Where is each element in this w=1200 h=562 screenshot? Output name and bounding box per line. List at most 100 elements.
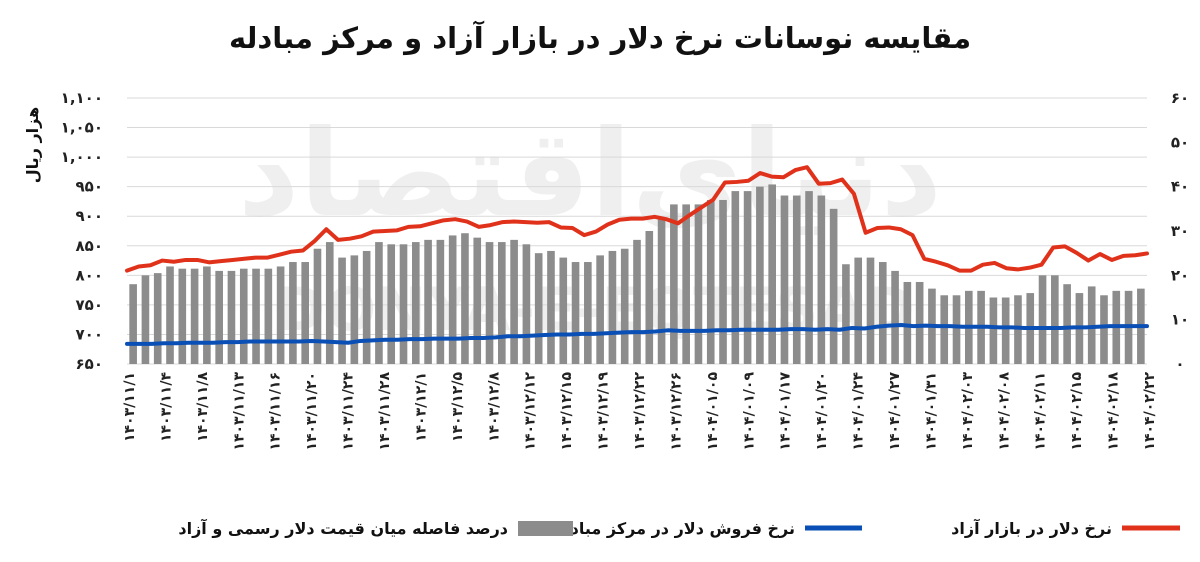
gap-bar bbox=[252, 268, 260, 364]
right-tick-label: ۶۰ bbox=[1171, 89, 1189, 107]
gap-bar bbox=[399, 244, 408, 364]
gap-bar bbox=[1038, 275, 1047, 364]
gap-bar bbox=[448, 235, 457, 364]
gap-bar bbox=[792, 195, 801, 364]
gap-bar bbox=[166, 266, 174, 364]
gap-bar bbox=[1051, 275, 1059, 364]
x-tick-label: ۱۴۰۴/۰۱/۰۵ bbox=[705, 372, 721, 451]
x-axis: ۱۴۰۳/۱۱/۱ ۱۴۰۳/۱۱/۴ ۱۴۰۳/۱۱/۸ ۱۴۰۳/۱۱/۱۳ ۱۴۰… bbox=[122, 372, 1158, 451]
gap-bar bbox=[559, 257, 568, 364]
gap-bar bbox=[657, 217, 666, 364]
x-tick-label: ۱۴۰۳/۱۱/۸ bbox=[195, 372, 211, 442]
x-tick-label: ۱۴۰۳/۱۲/۸ bbox=[486, 372, 502, 442]
chart-title: مقایسه نوسانات نرخ دلار در بازار آزاد و … bbox=[229, 20, 971, 55]
x-tick-label: ۱۴۰۳/۱۲/۱ bbox=[413, 372, 429, 442]
x-tick-label: ۱۴۰۴/۰۱/۰۹ bbox=[741, 372, 757, 451]
right-tick-label: ۳۰ bbox=[1171, 222, 1189, 240]
gap-bar bbox=[325, 242, 334, 364]
gap-bar bbox=[854, 257, 863, 364]
gap-bar bbox=[547, 250, 555, 364]
line-series bbox=[125, 165, 1149, 346]
gap-bar bbox=[190, 268, 199, 364]
x-tick-label: ۱۴۰۳/۱۱/۲۰ bbox=[304, 372, 320, 451]
gap-bar bbox=[952, 295, 961, 364]
gap-bar bbox=[227, 270, 236, 364]
gap-bar bbox=[141, 275, 150, 364]
x-tick-label: ۱۴۰۳/۱۱/۴ bbox=[158, 372, 174, 442]
legend: نرخ دلار در بازار آزاد نرخ فروش دلار در … bbox=[178, 518, 1180, 538]
gap-bar bbox=[153, 273, 162, 364]
gap-bar bbox=[215, 270, 223, 364]
legend-label-exchange-center: نرخ فروش دلار در مرکز مبادله bbox=[555, 519, 795, 538]
right-tick-label: ۱۰ bbox=[1171, 311, 1189, 329]
x-tick-label: ۱۴۰۴/۰۱/۳۱ bbox=[923, 372, 939, 451]
right-tick-label: ۰ bbox=[1175, 355, 1184, 373]
gap-bar bbox=[989, 297, 998, 364]
gap-bar bbox=[731, 191, 740, 364]
gap-bar bbox=[289, 262, 297, 364]
gap-bar bbox=[608, 250, 617, 364]
gap-bar bbox=[829, 208, 838, 364]
x-tick-label: ۱۴۰۳/۱۲/۱۵ bbox=[559, 372, 575, 451]
legend-label-gap: درصد فاصله میان قیمت دلار رسمی و آزاد bbox=[178, 518, 508, 538]
gap-bar bbox=[424, 239, 432, 364]
x-tick-label: ۱۴۰۳/۱۲/۲۲ bbox=[632, 372, 648, 451]
exchange-center-line bbox=[125, 322, 1149, 346]
gap-bar bbox=[350, 255, 359, 364]
x-tick-label: ۱۴۰۳/۱۱/۱۶ bbox=[268, 372, 284, 451]
gap-bar bbox=[264, 268, 273, 364]
gap-bar bbox=[276, 266, 285, 364]
legend-label-free-market: نرخ دلار در بازار آزاد bbox=[951, 518, 1112, 538]
gap-bar bbox=[817, 195, 826, 364]
x-tick-label: ۱۴۰۴/۰۱/۱۷ bbox=[778, 372, 794, 451]
gap-bar bbox=[1100, 295, 1108, 364]
left-tick-label: ۹۰۰ bbox=[76, 207, 103, 225]
left-tick-label: ۷۵۰ bbox=[76, 296, 103, 314]
gap-bar bbox=[891, 270, 899, 364]
gap-bar bbox=[903, 281, 912, 364]
left-tick-label: ۱,۰۵۰ bbox=[61, 119, 103, 137]
x-tick-label: ۱۴۰۳/۱۲/۲۶ bbox=[668, 372, 684, 451]
x-tick-label: ۱۴۰۳/۱۱/۲۴ bbox=[341, 372, 357, 451]
left-axis: ۶۵۰ ۷۰۰ ۷۵۰ ۸۰۰ ۸۵۰ ۹۰۰ ۹۵۰ ۱,۰۰۰ ۱,۰۵۰ ۱,۱۰۰ bbox=[61, 89, 103, 373]
left-tick-label: ۷۰۰ bbox=[76, 325, 103, 343]
gap-bar bbox=[313, 248, 322, 364]
gap-bar bbox=[706, 199, 715, 364]
right-tick-label: ۵۰ bbox=[1171, 133, 1189, 151]
x-tick-label: ۱۴۰۳/۱۲/۵ bbox=[450, 372, 466, 442]
gap-bar bbox=[866, 257, 875, 364]
gap-bar bbox=[915, 281, 924, 364]
left-tick-label: ۹۵۰ bbox=[76, 178, 103, 196]
gap-bar bbox=[584, 262, 592, 364]
gap-bar bbox=[1063, 284, 1071, 364]
x-tick-label: ۱۴۰۴/۰۲/۰۸ bbox=[996, 372, 1012, 451]
left-tick-label: ۱,۰۰۰ bbox=[61, 148, 103, 166]
x-tick-label: ۱۴۰۳/۱۲/۱۹ bbox=[596, 372, 612, 451]
gap-bar bbox=[510, 239, 518, 364]
gap-bar bbox=[694, 204, 703, 364]
x-tick-label: ۱۴۰۴/۰۱/۲۷ bbox=[887, 372, 903, 451]
right-tick-label: ۲۰ bbox=[1171, 266, 1189, 284]
gap-bar bbox=[756, 186, 764, 364]
gap-bar bbox=[780, 195, 789, 364]
left-tick-label: ۱,۱۰۰ bbox=[61, 89, 103, 107]
left-tick-label: ۶۵۰ bbox=[76, 355, 103, 373]
gap-bar bbox=[338, 257, 346, 364]
gap-bar bbox=[387, 244, 396, 364]
gap-bar bbox=[301, 262, 309, 364]
gap-bar bbox=[375, 242, 383, 364]
gap-bar bbox=[522, 244, 531, 364]
gap-bar bbox=[362, 250, 371, 364]
left-tick-label: ۸۰۰ bbox=[76, 266, 103, 284]
gap-bar bbox=[842, 264, 850, 364]
gap-bar bbox=[178, 268, 187, 364]
gap-bar bbox=[473, 237, 482, 364]
y-axis-label: هزار ریال bbox=[23, 107, 42, 183]
right-tick-label: ۴۰ bbox=[1171, 178, 1189, 196]
legend-swatch-gap bbox=[518, 521, 573, 536]
x-tick-label: ۱۴۰۴/۰۲/۰۳ bbox=[960, 372, 976, 451]
right-axis: ۰ ۱۰ ۲۰ ۳۰ ۴۰ ۵۰ ۶۰ bbox=[1171, 89, 1189, 373]
x-tick-label: ۱۴۰۴/۰۲/۱۵ bbox=[1069, 372, 1085, 451]
free-market-line bbox=[125, 165, 1149, 273]
